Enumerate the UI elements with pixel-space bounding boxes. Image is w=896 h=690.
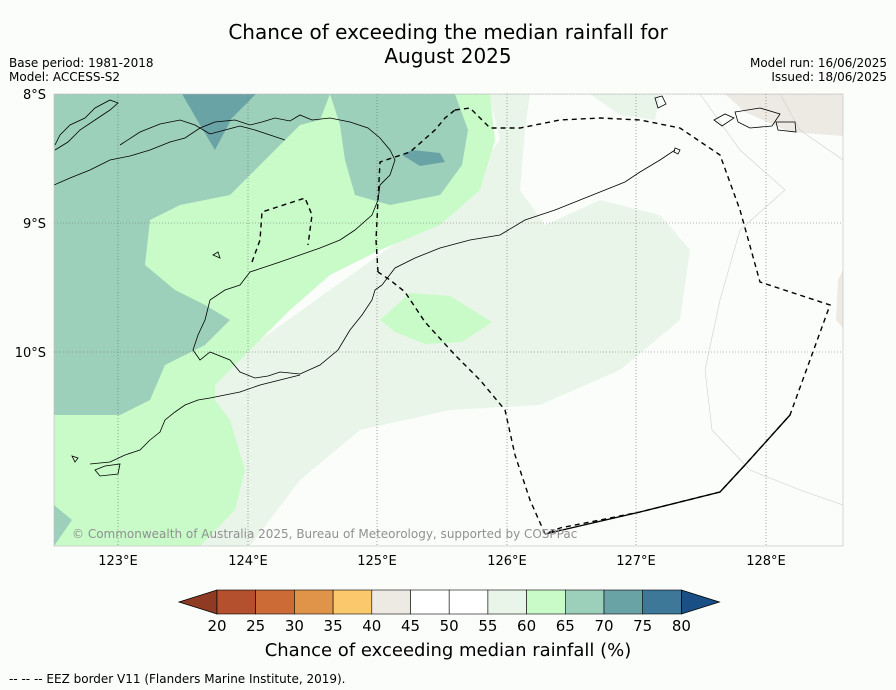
zone-65-70	[54, 94, 330, 415]
colorbar-tick-80: 80	[672, 617, 691, 635]
colorbar-segment-55	[487, 589, 527, 615]
lat-label-8s: 8°S	[23, 88, 46, 103]
colorbar-tick-75: 75	[633, 617, 652, 635]
base-period-text: Base period: 1981-2018	[9, 56, 154, 70]
colorbar-label: Chance of exceeding median rainfall (%)	[264, 640, 632, 661]
longitude-labels: 123°E 124°E 125°E 126°E 127°E 128°E	[98, 554, 786, 569]
zone-60-65-patch	[380, 293, 492, 344]
colorbar-tick-40: 40	[362, 617, 381, 635]
model-text: Model: ACCESS-S2	[9, 70, 121, 84]
zone-65-70-north	[330, 94, 468, 205]
eez-border	[251, 107, 831, 535]
colorbar-segment-50	[448, 589, 489, 615]
eez-border-south	[544, 491, 721, 535]
colorbar-tick-60: 60	[517, 617, 536, 635]
model-run-text: Model run: 16/06/2025	[749, 56, 887, 70]
island-ne-1	[654, 95, 667, 109]
timor-coast-north	[54, 114, 676, 379]
alor-coast	[119, 119, 286, 146]
colorbar-tick-45: 45	[401, 617, 420, 635]
island-east	[673, 147, 681, 155]
colorbar-segment-40	[371, 589, 411, 615]
island-sw	[71, 455, 79, 463]
island-ne-3	[734, 107, 781, 129]
copyright-text: © Commonwealth of Australia 2025, Bureau…	[72, 527, 577, 541]
zone-65-70-southwest	[54, 505, 72, 546]
colorbar-segment-65	[564, 589, 605, 615]
issued-text: Issued: 18/06/2025	[771, 70, 887, 84]
wetar-coast	[54, 99, 119, 151]
colorbar-segment-30	[294, 589, 334, 615]
latitude-labels: 8°S 9°S 10°S	[15, 88, 46, 361]
zone-40-45-e	[836, 270, 843, 328]
lon-label-128e: 128°E	[746, 554, 786, 569]
meta-right: Model run: 16/06/2025 Issued: 18/06/2025	[750, 56, 887, 84]
meta-left: Base period: 1981-2018 Model: ACCESS-S2	[9, 56, 154, 84]
lon-label-126e: 126°E	[487, 554, 527, 569]
coastlines	[54, 95, 797, 477]
zone-40-45-ne	[725, 94, 843, 136]
timor-coast-south	[89, 374, 301, 465]
eez-border-north-bend	[375, 109, 456, 273]
colorbar-tick-20: 20	[207, 617, 226, 635]
colorbar-tick-30: 30	[285, 617, 304, 635]
colorbar-tick-65: 65	[556, 617, 575, 635]
map-area: © Commonwealth of Australia 2025, Bureau…	[54, 94, 843, 546]
eez-border-solid	[544, 414, 791, 535]
island-south	[94, 463, 121, 477]
eez-footnote: -- -- -- EEZ border V11 (Flanders Marine…	[9, 672, 346, 686]
colorbar-tick-35: 35	[324, 617, 343, 635]
colorbar-tick-50: 50	[440, 617, 459, 635]
eez-border-enclave	[251, 197, 313, 263]
colorbar-segment-45	[410, 589, 450, 615]
title-line-1: Chance of exceeding the median rainfall …	[228, 20, 668, 44]
island-ne-4	[775, 121, 797, 133]
island-ne-2	[713, 113, 735, 127]
colorbar-extend-high	[681, 589, 721, 615]
title-line-2: August 2025	[384, 44, 512, 68]
colorbar-segment-70	[603, 589, 644, 615]
eez-border-east	[454, 107, 831, 493]
sea-contours	[699, 94, 843, 506]
map-title: Chance of exceeding the median rainfall …	[0, 20, 896, 68]
colorbar-tick-70: 70	[594, 617, 613, 635]
lon-label-124e: 124°E	[228, 554, 268, 569]
colorbar-segment-25	[255, 589, 295, 615]
colorbar-segment-35	[332, 589, 373, 615]
map-frame	[53, 93, 844, 547]
zone-65-70-northeast	[590, 94, 660, 120]
zone-70-75-small	[402, 150, 445, 166]
colorbar-tick-25: 25	[246, 617, 265, 635]
lon-label-125e: 125°E	[357, 554, 397, 569]
graticule	[54, 94, 843, 546]
colorbar-segment-20	[216, 589, 257, 615]
colorbar-tick-55: 55	[478, 617, 497, 635]
colorbar-segment-60	[526, 589, 566, 615]
colorbar-segment-75	[642, 589, 682, 615]
colorbar-extend-low	[177, 589, 218, 615]
lat-label-9s: 9°S	[23, 217, 46, 232]
lon-label-123e: 123°E	[98, 554, 138, 569]
lon-label-127e: 127°E	[616, 554, 656, 569]
island-small	[212, 251, 221, 259]
colorbar: 20 25 30 35 40 45 50 55 60 65 70 75 80	[177, 589, 721, 635]
lat-label-10s: 10°S	[15, 346, 46, 361]
